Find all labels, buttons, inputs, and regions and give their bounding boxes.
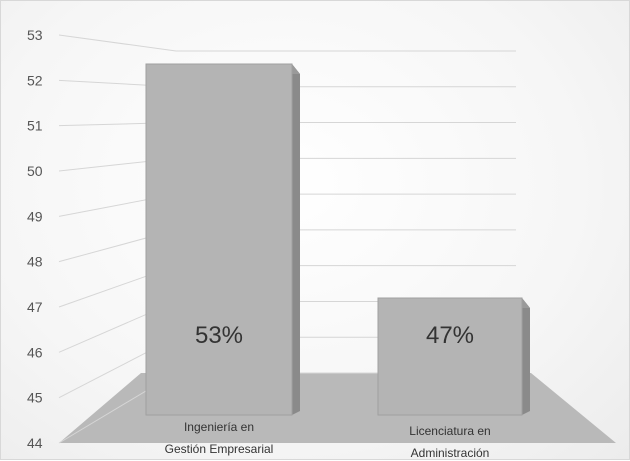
data-label: 47% [426, 322, 474, 349]
x-category-label: Ingeniería en [184, 420, 254, 434]
data-label: 53% [195, 322, 243, 349]
bar-side-face [522, 298, 530, 415]
y-tick-label: 51 [27, 118, 43, 134]
y-tick-label: 46 [27, 344, 43, 360]
chart-floor [59, 373, 616, 443]
y-tick-label: 45 [27, 390, 43, 406]
y-tick-label: 48 [27, 254, 43, 270]
bar [146, 64, 292, 415]
x-category-label: Administración [411, 446, 490, 460]
y-tick-label: 50 [27, 163, 43, 179]
x-category-label: Licenciatura en [409, 424, 490, 438]
y-tick-label: 47 [27, 299, 43, 315]
x-category-label: Gestión Empresarial [165, 442, 274, 456]
gridline-side [59, 35, 176, 51]
y-tick-label: 52 [27, 72, 43, 88]
y-tick-label: 53 [27, 27, 43, 43]
y-tick-label: 44 [27, 435, 43, 451]
bar-side-face [292, 64, 300, 415]
bar [378, 298, 522, 415]
y-tick-label: 49 [27, 208, 43, 224]
